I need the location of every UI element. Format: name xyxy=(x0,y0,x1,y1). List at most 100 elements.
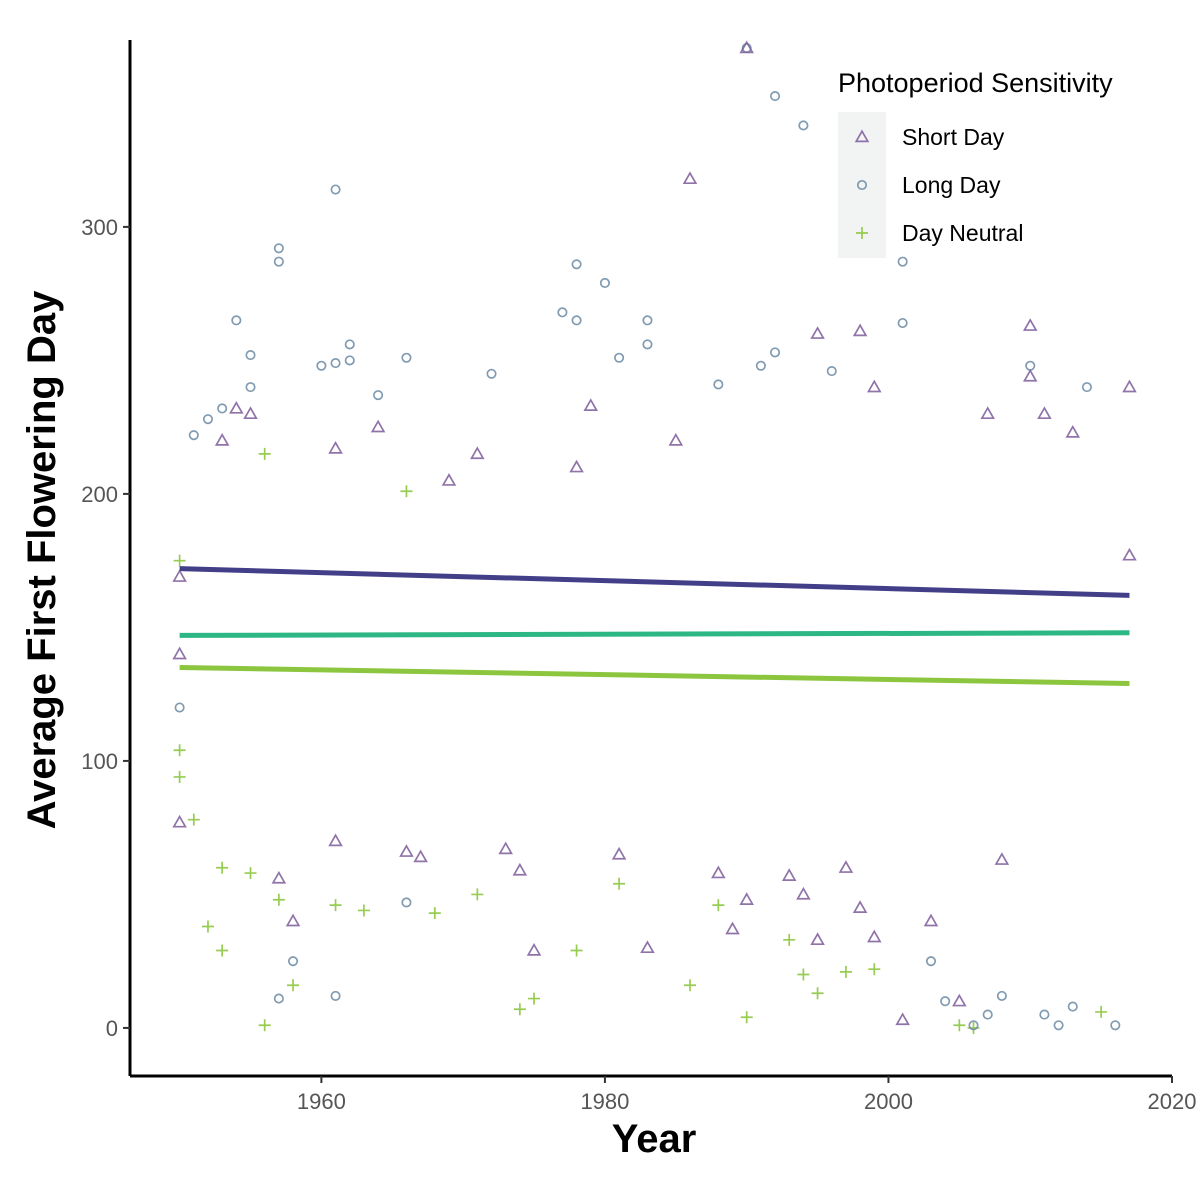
data-point xyxy=(839,965,852,978)
data-point xyxy=(287,956,299,967)
data-point xyxy=(273,243,284,254)
data-point xyxy=(826,366,837,377)
data-point xyxy=(273,993,284,1004)
data-point xyxy=(897,317,908,329)
data-point xyxy=(202,414,214,425)
legend-key-plus xyxy=(856,227,868,239)
data-point xyxy=(712,899,725,912)
data-point xyxy=(571,259,582,270)
data-point xyxy=(783,933,796,946)
x-tick-label: 2000 xyxy=(864,1089,913,1114)
data-point xyxy=(258,447,271,460)
data-point xyxy=(682,171,698,185)
data-point xyxy=(769,91,781,102)
data-point xyxy=(401,897,412,908)
data-point xyxy=(172,646,187,660)
y-tick-label: 200 xyxy=(81,482,118,507)
x-ticks: 1960 1980 2000 2020 xyxy=(297,1076,1196,1114)
data-point xyxy=(1122,379,1137,393)
data-point xyxy=(1039,1009,1050,1020)
data-point xyxy=(570,944,583,957)
data-point xyxy=(867,379,882,393)
data-point xyxy=(994,852,1010,865)
data-point xyxy=(925,956,937,967)
data-point xyxy=(344,355,355,366)
data-point xyxy=(287,979,300,992)
data-point xyxy=(330,184,341,195)
data-point xyxy=(1065,424,1081,438)
legend-entries: Short Day Long Day Day Neutral xyxy=(854,124,1023,246)
trend-line xyxy=(179,630,1130,638)
data-point xyxy=(217,403,228,414)
data-point xyxy=(642,315,653,326)
data-point xyxy=(725,921,740,935)
data-point xyxy=(642,339,653,350)
x-tick-label: 1980 xyxy=(580,1089,629,1114)
data-point xyxy=(811,987,824,1000)
data-point xyxy=(1067,1001,1078,1012)
data-point xyxy=(471,888,484,901)
y-ticks: 0 100 200 300 xyxy=(81,215,130,1041)
data-point xyxy=(614,352,625,363)
data-point xyxy=(952,993,967,1007)
data-point xyxy=(528,992,541,1005)
data-point xyxy=(498,841,513,855)
x-tick-label: 1960 xyxy=(297,1089,346,1114)
data-point xyxy=(613,877,626,890)
data-point xyxy=(172,569,187,582)
data-point xyxy=(1022,368,1038,382)
data-point xyxy=(229,400,244,414)
data-point xyxy=(923,913,939,927)
data-point xyxy=(683,979,696,992)
data-point xyxy=(852,900,868,913)
data-point xyxy=(329,899,342,912)
data-point xyxy=(413,849,428,863)
data-point xyxy=(953,1019,966,1032)
data-point xyxy=(838,860,854,873)
data-point xyxy=(470,446,485,460)
data-point xyxy=(245,350,256,361)
x-axis-title: Year xyxy=(612,1117,697,1161)
data-point xyxy=(258,1019,271,1032)
data-point xyxy=(668,433,684,446)
data-point xyxy=(187,813,200,826)
data-point xyxy=(1110,1020,1121,1031)
data-point xyxy=(244,867,257,880)
data-point xyxy=(1095,1005,1108,1018)
data-point xyxy=(273,256,284,267)
data-point xyxy=(173,554,186,567)
data-point xyxy=(897,256,908,267)
data-point xyxy=(486,368,497,379)
data-point xyxy=(739,40,754,54)
data-point xyxy=(188,430,199,441)
data-point xyxy=(982,1009,993,1020)
legend-title: Photoperiod Sensitivity xyxy=(838,68,1113,98)
data-point xyxy=(867,929,882,943)
data-point xyxy=(216,944,229,957)
y-tick-label: 300 xyxy=(81,215,118,240)
data-point xyxy=(797,968,810,981)
data-point xyxy=(868,963,881,976)
data-point xyxy=(810,932,825,946)
trend-line xyxy=(179,566,1130,598)
data-point xyxy=(713,379,724,390)
data-point xyxy=(328,441,343,454)
y-tick-label: 0 xyxy=(106,1016,118,1041)
data-point xyxy=(316,360,327,371)
data-point xyxy=(740,1011,753,1024)
data-point xyxy=(201,920,214,933)
data-point xyxy=(1122,547,1137,561)
data-point xyxy=(557,307,568,318)
data-point xyxy=(271,870,287,884)
data-point xyxy=(172,814,187,828)
data-point xyxy=(401,352,412,363)
data-point xyxy=(980,406,995,420)
data-point xyxy=(513,1003,526,1016)
data-point xyxy=(640,940,655,954)
data-point xyxy=(895,1012,910,1026)
data-point xyxy=(810,326,825,339)
data-point xyxy=(569,459,584,473)
data-point xyxy=(1025,360,1036,371)
data-point xyxy=(940,996,951,1007)
